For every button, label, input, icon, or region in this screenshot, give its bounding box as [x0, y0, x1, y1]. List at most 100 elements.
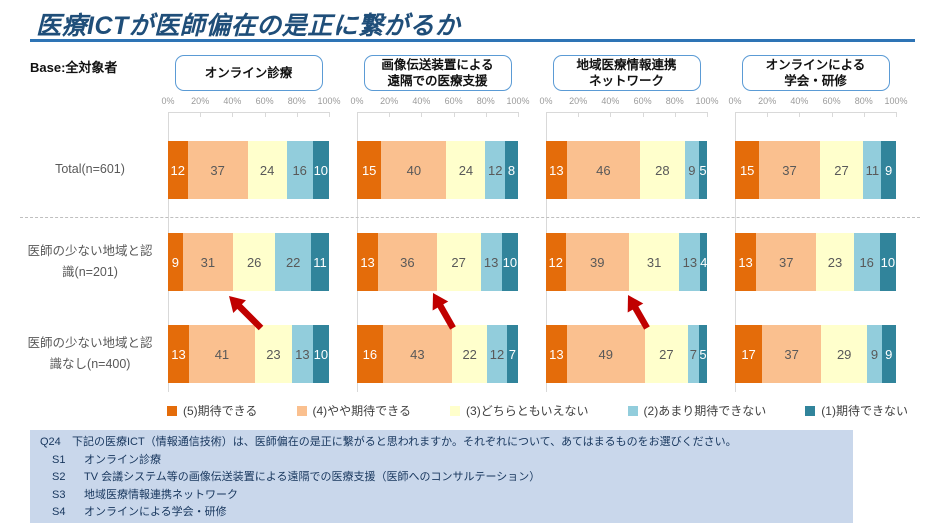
- bar-segment-value: 27: [834, 162, 849, 178]
- stacked-bar: 15 37 27 11 9: [735, 141, 896, 199]
- axis-tick-label: 60%: [444, 96, 463, 106]
- bar-segment: 24: [446, 141, 486, 199]
- bar-segment-value: 16: [362, 346, 378, 362]
- bar-segment: 15: [735, 141, 760, 199]
- stacked-bar: 12 39 31 13 4: [546, 233, 707, 291]
- axis-tick-label: 20%: [191, 96, 210, 106]
- row-label: Total(n=601): [55, 162, 125, 177]
- bar-segment-value: 13: [682, 254, 698, 270]
- footnote-line: S2 TV 会議システム等の画像伝送装置による遠隔での医療支援（医師へのコンサルテ…: [52, 469, 843, 487]
- bar-segment: 27: [436, 233, 481, 291]
- chart-title-box: 画像伝送装置による 遠隔での医療支援: [363, 55, 512, 91]
- bar-segment: 22: [451, 325, 488, 383]
- bar-segment: 36: [378, 233, 437, 291]
- bar-segment: 11: [863, 141, 882, 199]
- axis-tick-label: 40%: [412, 96, 431, 106]
- base-label: Base:全対象者: [30, 60, 118, 75]
- bar-segment-value: 49: [598, 346, 613, 362]
- bar-segment-value: 24: [259, 162, 275, 178]
- bar-segment: 10: [312, 141, 329, 199]
- bar-segment-value: 9: [870, 346, 879, 362]
- bar-segment: 27: [644, 325, 688, 383]
- page-title: 医療ICTが医師偏在の是正に繋がるか: [36, 12, 461, 40]
- axis-tick-label: 80%: [854, 96, 873, 106]
- axis-tick-label: 40%: [601, 96, 620, 106]
- bar-segment-value: 10: [313, 346, 329, 362]
- axis-tick-label: 0%: [350, 96, 364, 106]
- bar-segment: 24: [247, 141, 287, 199]
- plot-axis-tick: [232, 112, 234, 117]
- legend-swatch: [627, 405, 638, 416]
- stacked-bar: 16 43 22 12 7: [357, 325, 518, 383]
- bar-segment-value: 17: [741, 346, 756, 362]
- chart-title-box: 地域医療情報連携 ネットワーク: [552, 55, 701, 91]
- bar-segment-value: 7: [689, 346, 698, 362]
- footnote-line: S4 オンラインによる学会・研修: [52, 504, 843, 522]
- footnote-text: 下記の医療ICT（情報通信技術）は、医師偏在の是正に繋がると思われますか。それぞ…: [72, 436, 737, 448]
- legend-label: (2)あまり期待できない: [643, 404, 767, 418]
- bar-segment: 23: [254, 325, 292, 383]
- plot-axis-tick: [831, 112, 833, 117]
- bar-segment-value: 23: [266, 346, 281, 362]
- axis-tick-label: 100%: [884, 96, 908, 106]
- footnote-line: S1 オンライン診療: [52, 452, 843, 470]
- stacked-bar: 13 49 27 7 5: [546, 325, 707, 383]
- plot-axis-line: [735, 112, 896, 113]
- plot-axis-line: [168, 112, 329, 113]
- bar-segment: 37: [187, 141, 248, 199]
- row-label: 医師の少ない地域と認識(n=201): [27, 243, 153, 279]
- bar-segment-value: 41: [214, 346, 230, 362]
- bar-segment-value: 37: [782, 162, 797, 178]
- bar-segment-value: 12: [170, 162, 185, 178]
- plot-axis-tick: [863, 112, 865, 117]
- bar-segment-value: 12: [489, 346, 505, 362]
- bar-segment: 37: [762, 325, 822, 383]
- plot-axis-tick: [264, 112, 266, 117]
- chart-title-line: オンラインによる: [765, 57, 866, 72]
- emphasis-arrow: [229, 296, 264, 331]
- axis-tick-label: 60%: [633, 96, 652, 106]
- bar-segment-value: 37: [210, 162, 225, 178]
- chart-title-line: 遠隔での医療支援: [387, 74, 488, 88]
- bar-segment-value: 4: [700, 254, 707, 270]
- legend-item: (3)どちらともいえない: [450, 402, 588, 419]
- bar-segment-value: 31: [200, 254, 216, 270]
- bar-segment: 12: [168, 141, 188, 199]
- axis-tick-label: 20%: [758, 96, 777, 106]
- bar-segment: 46: [566, 141, 641, 199]
- bar-segment: 49: [566, 325, 645, 383]
- legend-swatch: [167, 405, 177, 416]
- bar-segment-value: 12: [548, 254, 563, 270]
- bar-segment: 16: [357, 325, 383, 383]
- bar-segment: 12: [546, 233, 566, 291]
- legend-item: (2)あまり期待できない: [627, 402, 767, 419]
- bar-segment: 15: [357, 141, 382, 199]
- row-separator-dashed-line: [20, 217, 920, 218]
- stacked-bar: 17 37 29 9 9: [735, 325, 896, 383]
- bar-segment: 16: [286, 141, 313, 199]
- plot-axis-tick: [453, 112, 455, 117]
- bar-segment: 9: [684, 141, 699, 199]
- plot-axis-tick: [610, 112, 612, 117]
- bar-segment-value: 27: [451, 254, 466, 270]
- bar-segment-value: 26: [246, 254, 262, 270]
- stacked-bar: 12 37 24 16 10: [168, 141, 329, 199]
- bar-segment-value: 27: [659, 346, 674, 362]
- bar-segment-value: 36: [400, 254, 415, 270]
- bar-segment-value: 13: [549, 162, 564, 178]
- bar-segment: 9: [168, 233, 183, 291]
- bar-segment-value: 15: [739, 162, 755, 178]
- axis-tick-label: 80%: [665, 96, 684, 106]
- bar-segment: 9: [867, 325, 882, 383]
- plot-axis-line: [546, 112, 707, 113]
- bar-segment: 9: [881, 325, 896, 383]
- bar-segment: 7: [687, 325, 699, 383]
- bar-segment-value: 37: [784, 346, 799, 362]
- bar-segment: 41: [188, 325, 255, 383]
- axis-tick-label: 60%: [822, 96, 841, 106]
- bar-segment-value: 22: [285, 254, 301, 270]
- plot-axis-line: [357, 112, 518, 113]
- bar-segment: 10: [312, 325, 329, 383]
- bar-segment: 13: [679, 233, 701, 291]
